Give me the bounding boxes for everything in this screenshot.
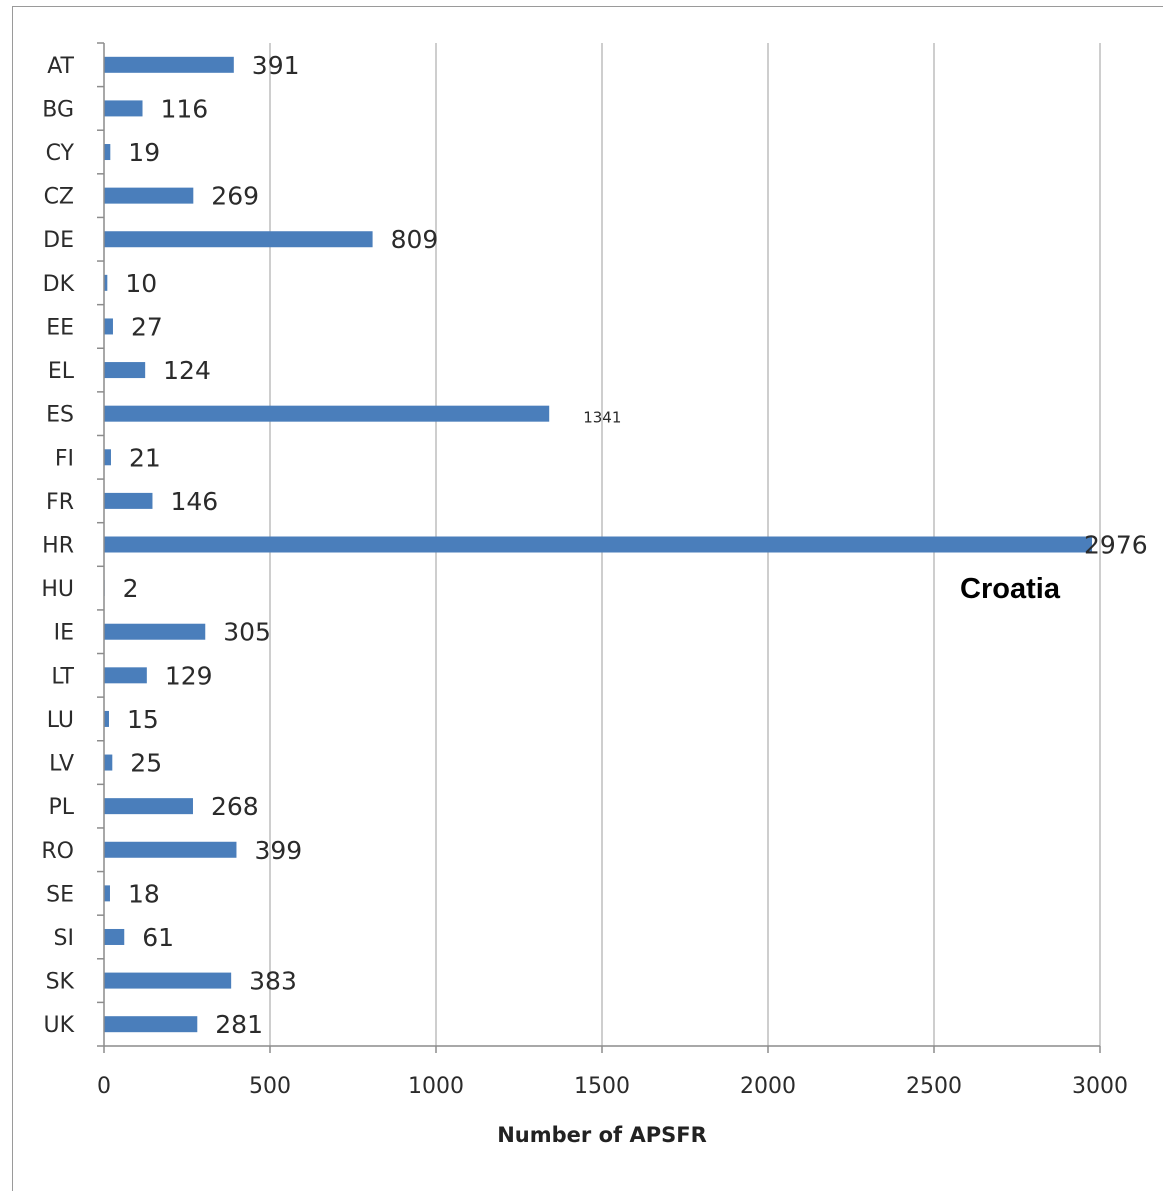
category-label-lt: LT <box>51 664 74 689</box>
value-label-ee: 27 <box>131 312 163 341</box>
value-label-lu: 15 <box>127 705 159 734</box>
category-label-ee: EE <box>46 315 74 340</box>
category-label-fi: FI <box>55 446 74 471</box>
x-tick-label-2000: 2000 <box>740 1074 796 1099</box>
category-label-lv: LV <box>49 752 74 777</box>
category-label-lu: LU <box>47 708 74 733</box>
bar-cy <box>104 144 111 161</box>
bar-at <box>104 56 234 73</box>
value-label-pl: 268 <box>211 792 259 821</box>
bar-lt <box>104 667 147 684</box>
value-label-ie: 305 <box>223 618 271 647</box>
category-label-cz: CZ <box>44 185 74 210</box>
value-label-si: 61 <box>142 923 174 952</box>
bar-pl <box>104 798 193 815</box>
category-label-ie: IE <box>54 621 74 646</box>
value-label-es: 1341 <box>583 409 621 427</box>
category-labels: AT BG CY CZ DE DK EE EL ES FI FR HR HU IE LT LU LV PL RO SE… <box>41 54 74 1038</box>
axes <box>97 42 1101 1053</box>
category-label-de: DE <box>43 228 74 253</box>
value-label-se: 18 <box>128 879 160 908</box>
value-label-fi: 21 <box>129 443 161 472</box>
x-tick-label-0: 0 <box>97 1074 111 1099</box>
value-label-ro: 399 <box>254 836 302 865</box>
bar-ro <box>104 841 237 858</box>
value-label-hu: 2 <box>123 574 139 603</box>
x-tick-label-500: 500 <box>249 1074 291 1099</box>
x-tick-label-2500: 2500 <box>906 1074 962 1099</box>
value-label-cy: 19 <box>128 138 160 167</box>
category-label-se: SE <box>46 882 74 907</box>
bar-hr <box>104 536 1093 553</box>
chart-frame <box>12 6 1163 1191</box>
bars <box>104 56 1093 1033</box>
value-label-cz: 269 <box>211 182 259 211</box>
category-label-pl: PL <box>48 795 74 820</box>
x-tick-label-1500: 1500 <box>574 1074 630 1099</box>
category-label-bg: BG <box>42 97 74 122</box>
value-label-uk: 281 <box>215 1010 263 1039</box>
category-label-uk: UK <box>43 1013 74 1038</box>
category-label-ro: RO <box>41 839 74 864</box>
x-tick-label-3000: 3000 <box>1072 1074 1128 1099</box>
bar-fr <box>104 492 153 509</box>
bar-bg <box>104 100 143 117</box>
bar-dk <box>104 274 108 291</box>
category-label-sk: SK <box>46 970 75 995</box>
value-label-el: 124 <box>163 356 211 385</box>
category-label-fr: FR <box>46 490 74 515</box>
bar-fi <box>104 449 111 466</box>
croatia-annotation: Croatia <box>960 573 1061 605</box>
value-label-de: 809 <box>391 225 439 254</box>
bar-es <box>104 405 550 422</box>
value-label-at: 391 <box>252 51 300 80</box>
x-tick-label-1000: 1000 <box>408 1074 464 1099</box>
value-label-hr: 2976 <box>1084 531 1148 560</box>
bar-sk <box>104 972 232 989</box>
x-tick-labels: 0 500 1000 1500 2000 2500 3000 <box>97 1074 1128 1099</box>
value-label-lt: 129 <box>165 661 213 690</box>
bar-el <box>104 362 146 379</box>
bar-se <box>104 885 110 902</box>
category-label-si: SI <box>54 926 74 951</box>
category-label-dk: DK <box>43 272 75 297</box>
category-label-el: EL <box>48 359 75 384</box>
bar-uk <box>104 1016 198 1033</box>
category-label-hu: HU <box>41 577 74 602</box>
bar-si <box>104 928 125 945</box>
bar-cz <box>104 187 194 204</box>
bar-lv <box>104 754 113 771</box>
value-label-dk: 10 <box>125 269 157 298</box>
bar-de <box>104 231 373 248</box>
category-label-at: AT <box>47 54 74 79</box>
bar-lu <box>104 710 109 727</box>
x-axis-title: Number of APSFR <box>497 1123 707 1147</box>
value-label-lv: 25 <box>130 749 162 778</box>
category-label-es: ES <box>46 403 74 428</box>
bar-ee <box>104 318 113 335</box>
value-label-fr: 146 <box>170 487 218 516</box>
value-label-bg: 116 <box>161 94 209 123</box>
bar-ie <box>104 623 206 640</box>
category-label-cy: CY <box>46 141 75 166</box>
category-label-hr: HR <box>42 534 74 559</box>
value-label-sk: 383 <box>249 967 297 996</box>
